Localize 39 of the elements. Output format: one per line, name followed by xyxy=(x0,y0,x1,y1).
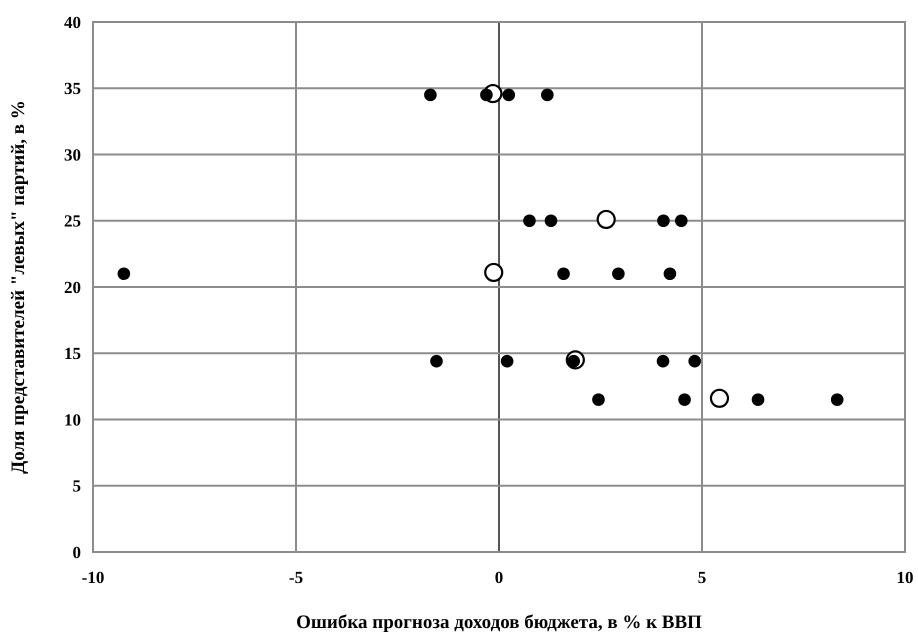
point xyxy=(674,214,688,228)
y-tick-label: 30 xyxy=(64,145,81,164)
point xyxy=(484,262,504,282)
point xyxy=(541,88,554,102)
point xyxy=(657,214,670,228)
y-tick-label: 35 xyxy=(64,79,81,98)
point xyxy=(424,88,437,102)
x-tick-label: 10 xyxy=(896,568,914,587)
point xyxy=(710,388,730,408)
x-tick-label: 0 xyxy=(494,568,504,587)
y-tick-label: 40 xyxy=(64,12,81,32)
y-axis-title: Доля представителей "левых" партий, в % xyxy=(8,100,29,474)
point xyxy=(656,354,670,368)
point xyxy=(430,354,443,368)
point xyxy=(557,267,570,280)
y-tick-label: 15 xyxy=(64,344,81,364)
point xyxy=(480,88,493,102)
point xyxy=(500,354,514,368)
point xyxy=(752,393,764,406)
point xyxy=(830,393,844,406)
y-tick-label: 0 xyxy=(72,542,81,562)
x-tick-label: -10 xyxy=(82,568,104,587)
point xyxy=(523,214,536,228)
point xyxy=(596,210,616,230)
point xyxy=(118,267,130,280)
point xyxy=(664,267,676,280)
point xyxy=(678,393,691,406)
point xyxy=(688,354,701,368)
point xyxy=(592,393,605,406)
y-tick-label: 25 xyxy=(64,212,81,231)
y-tick-label: 5 xyxy=(72,476,81,496)
x-tick-label: -5 xyxy=(288,568,304,587)
point xyxy=(502,88,516,102)
y-tick-label: 20 xyxy=(64,278,81,297)
x-tick-label: 5 xyxy=(698,568,706,587)
x-axis-title: Ошибка прогноза доходов бюджета, в % к ВВП xyxy=(296,612,702,633)
point xyxy=(612,267,625,280)
y-tick-label: 10 xyxy=(64,410,81,430)
point xyxy=(544,214,558,228)
